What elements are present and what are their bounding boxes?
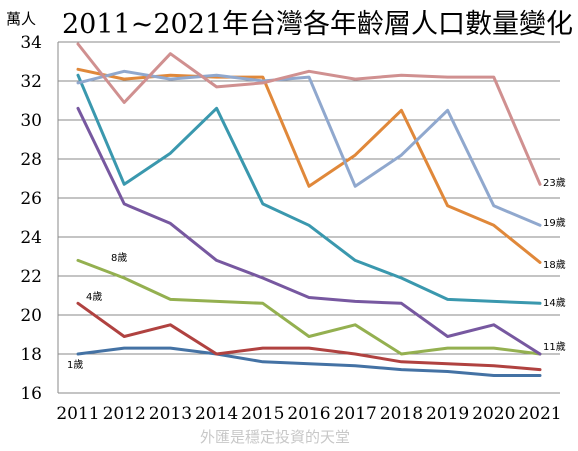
y-tick-label: 18: [20, 345, 42, 365]
series-line: [76, 258, 542, 356]
y-tick-label: 34: [20, 33, 42, 53]
y-tick-label: 16: [20, 384, 42, 404]
y-axis-ticks: 16 18 20 22 24 26 28 30 32 34: [20, 33, 42, 404]
series-labels: 1歲 4歲 8歲 11歲 14歲 18歲 19歲 23歲: [67, 176, 566, 371]
y-tick-label: 28: [20, 150, 42, 170]
x-axis-ticks: 2011 2012 2013 2014 2015 2016 2017 2018 2019 2020…: [56, 404, 561, 424]
series-label: 14歲: [543, 296, 566, 309]
series-line: [76, 67, 542, 264]
y-tick-label: 30: [20, 111, 42, 131]
y-tick-label: 24: [20, 228, 42, 248]
series-label: 19歲: [543, 216, 566, 229]
series-label: 1歲: [67, 358, 83, 371]
x-tick-label: 2016: [287, 404, 330, 424]
x-tick-label: 2012: [103, 404, 146, 424]
series-label: 18歲: [543, 258, 566, 271]
series-line: [76, 69, 542, 227]
series-line: [76, 346, 542, 377]
x-tick-label: 2017: [334, 404, 377, 424]
x-tick-label: 2015: [241, 404, 284, 424]
y-tick-label: 22: [20, 267, 42, 287]
series-label: 11歲: [543, 340, 566, 353]
series-label: 23歲: [543, 176, 566, 189]
x-tick-label: 2018: [380, 404, 423, 424]
x-tick-label: 2020: [472, 404, 515, 424]
series-lines: [76, 42, 542, 377]
y-tick-label: 32: [20, 72, 42, 92]
series-line: [76, 301, 542, 372]
x-tick-label: 2013: [149, 404, 192, 424]
series-label: 4歲: [86, 290, 102, 303]
y-tick-label: 26: [20, 189, 42, 209]
series-line: [76, 106, 542, 356]
series-line: [76, 42, 542, 186]
chart-title: 2011~2021年台灣各年齡層人口數量變化: [62, 9, 573, 40]
x-tick-label: 2011: [56, 404, 99, 424]
watermark-text: 外匯是穩定投資的天堂: [200, 428, 350, 446]
gridlines: [57, 41, 560, 394]
x-tick-label: 2014: [195, 404, 238, 424]
series-label: 8歲: [111, 251, 127, 264]
y-axis-label: 萬人: [6, 10, 36, 28]
series-line: [76, 73, 542, 305]
y-tick-label: 20: [20, 306, 42, 326]
x-tick-label: 2019: [426, 404, 469, 424]
x-tick-label: 2021: [518, 404, 561, 424]
